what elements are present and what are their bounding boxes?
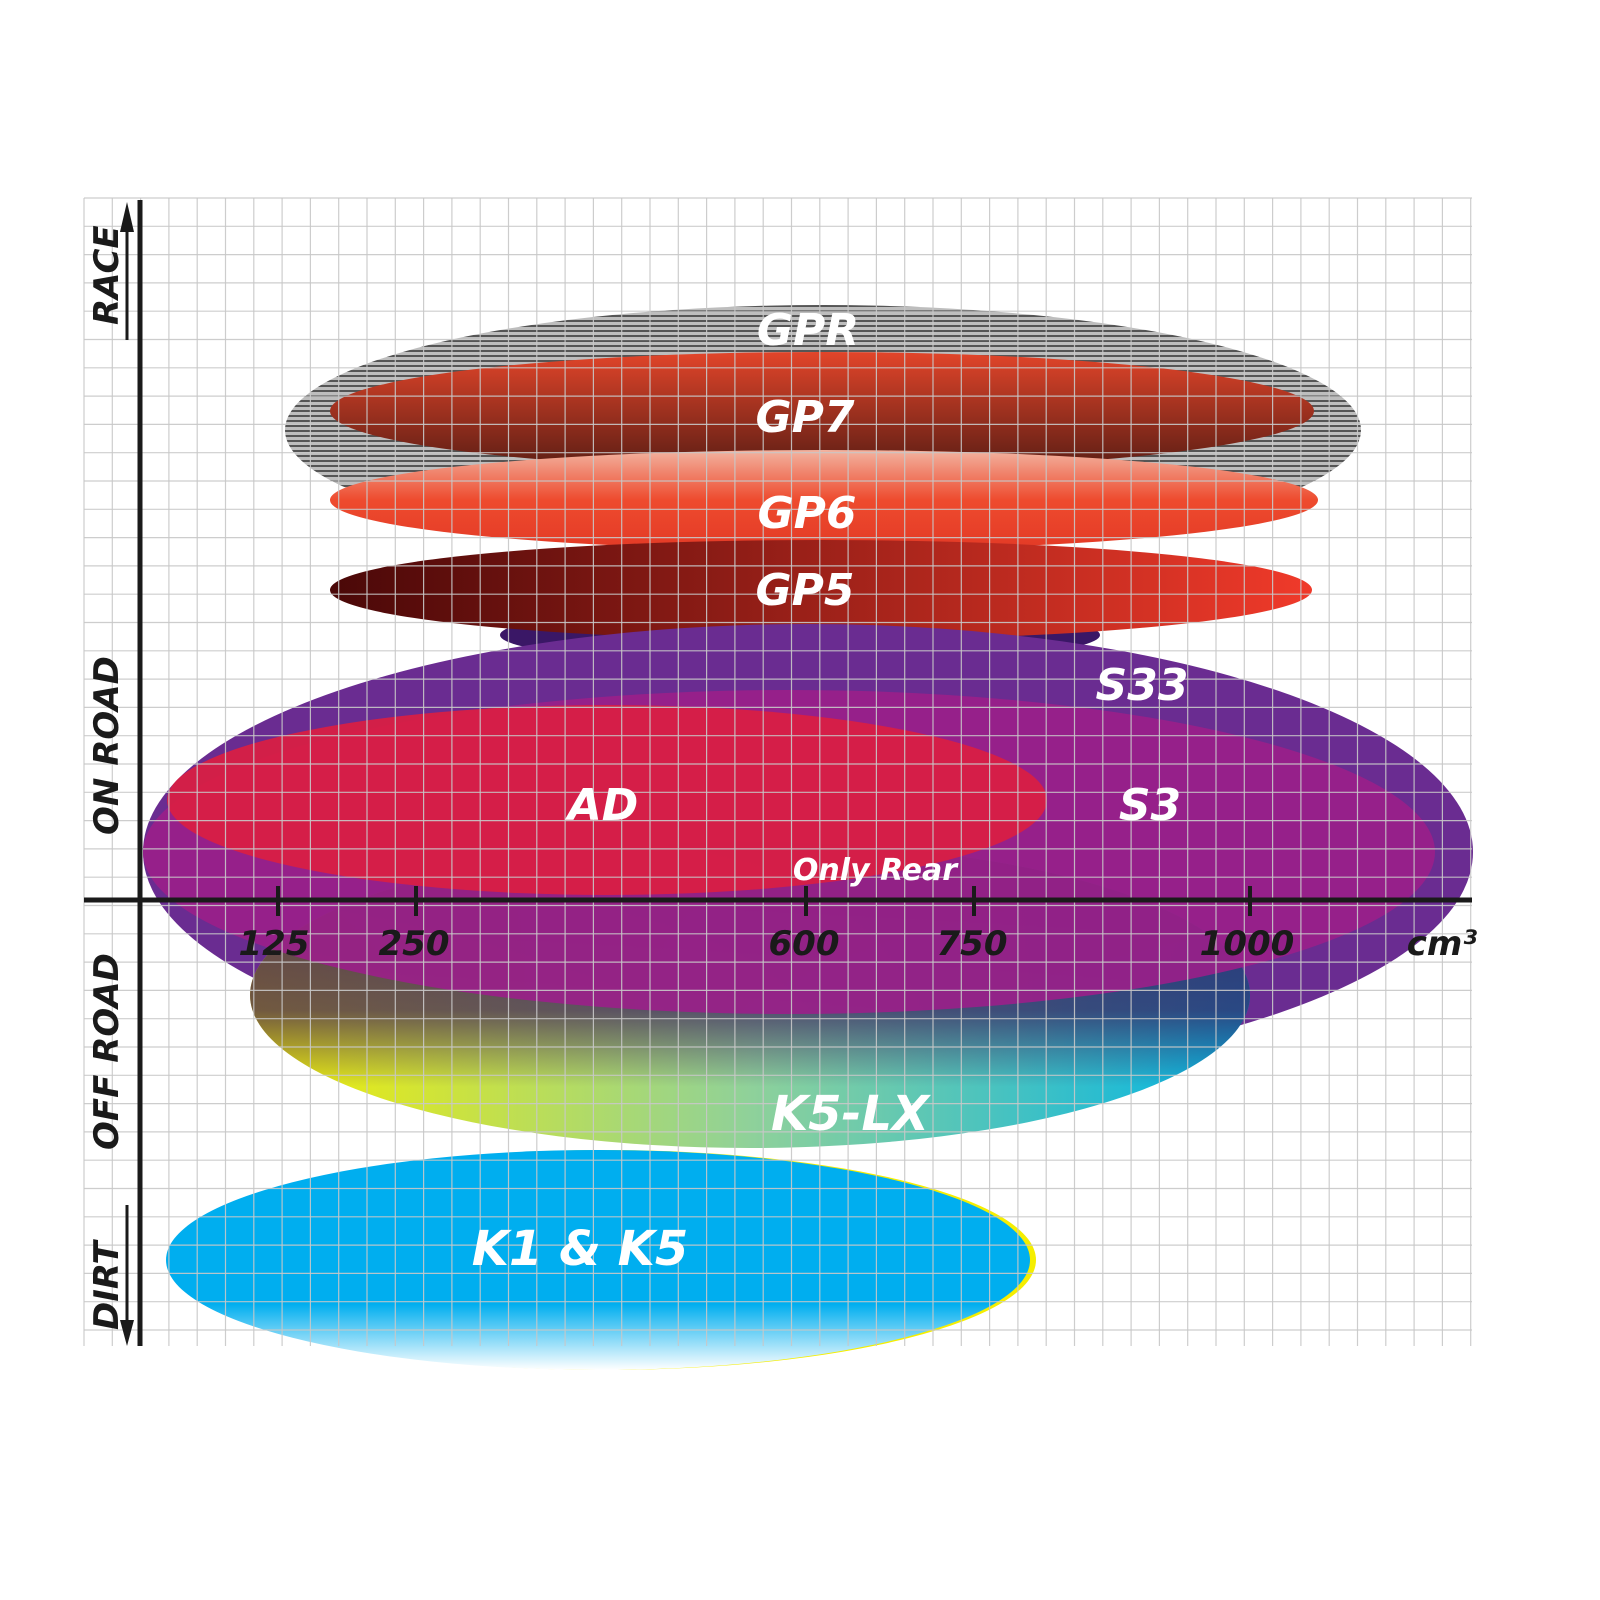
x-tick-label-1000: 1000: [1200, 924, 1295, 964]
x-tick-label-125: 125: [239, 924, 310, 964]
x-tick-label-600: 600: [769, 924, 840, 964]
x-tick-label-250: 250: [379, 924, 450, 964]
dirt-arrowhead: [120, 1320, 134, 1346]
label-gp7: GP7: [756, 392, 855, 443]
ellipse-gp6: [330, 450, 1318, 550]
label-s33: S33: [1096, 660, 1189, 711]
x-tick-label-750: 750: [937, 924, 1008, 964]
label-s3: S3: [1119, 780, 1181, 831]
label-gp6: GP6: [758, 488, 857, 539]
ellipse-gp7: [330, 352, 1314, 470]
y-label-on-road: ON ROAD: [87, 656, 127, 835]
label-gpr: GPR: [757, 305, 859, 356]
label-gp5: GP5: [756, 565, 855, 616]
ellipse-k1-k5: [166, 1150, 1030, 1370]
ellipse-ad: [167, 705, 1047, 895]
x-axis-unit: cm³: [1407, 924, 1478, 964]
label-k1-k5: K1 & K5: [472, 1221, 688, 1277]
y-label-race: RACE: [87, 225, 127, 325]
race-arrowhead: [120, 202, 134, 232]
ellipse-gp5: [330, 540, 1312, 640]
label-ad: AD: [565, 780, 639, 831]
label-k5-lx: K5-LX: [771, 1086, 931, 1142]
y-label-off-road: OFF ROAD: [87, 953, 127, 1150]
y-label-dirt: DIRT: [87, 1238, 127, 1330]
label-only-rear: Only Rear: [793, 853, 959, 888]
